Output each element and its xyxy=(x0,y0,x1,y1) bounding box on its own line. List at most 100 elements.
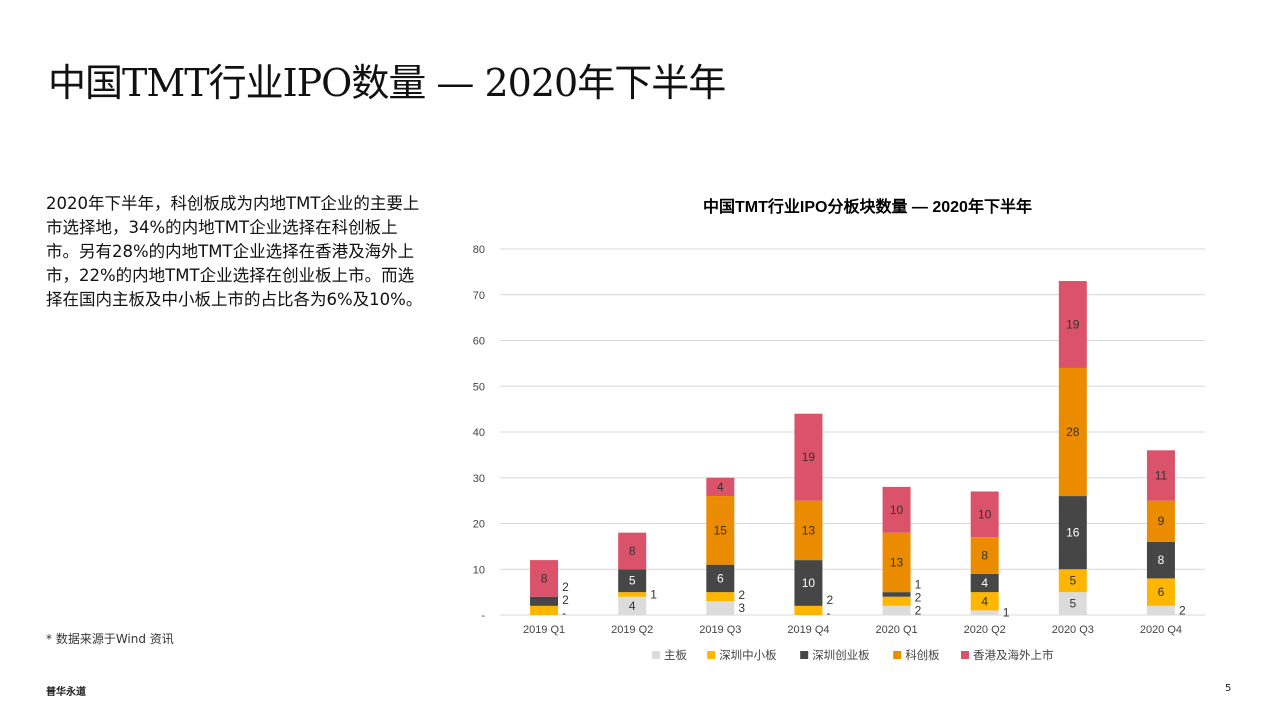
data-label: 4 xyxy=(981,576,988,590)
page-number: 5 xyxy=(1225,683,1232,694)
x-tick-label: 2019 Q1 xyxy=(523,624,565,636)
source-note: * 数据来源于Wind 资讯 xyxy=(46,632,174,646)
bar-segment xyxy=(1058,496,1087,570)
legend-label: 科创板 xyxy=(905,648,940,662)
data-label: 4 xyxy=(629,599,636,613)
bar-segment xyxy=(618,569,647,593)
data-label: 15 xyxy=(714,523,728,537)
data-label: 2 xyxy=(915,590,922,604)
bar-segment xyxy=(794,500,823,561)
data-label: 1 xyxy=(650,587,657,601)
data-label: 13 xyxy=(890,555,904,569)
data-label: - xyxy=(826,606,830,620)
x-tick-label: 2019 Q3 xyxy=(699,624,741,636)
summary-text: 2020年下半年，科创板成为内地TMT企业的主要上市选择地，34%的内地TMT企… xyxy=(46,194,423,309)
bar-segment xyxy=(618,532,647,570)
legend-swatch xyxy=(800,651,809,659)
bar-segment xyxy=(706,496,735,565)
bar-segment xyxy=(1146,541,1175,579)
data-label: 8 xyxy=(541,571,548,585)
bar-segment xyxy=(882,532,911,593)
chart-title: 中国TMT行业IPO分板块数量 — 2020年下半年 xyxy=(703,199,1032,216)
bar-segment xyxy=(1146,578,1175,606)
data-label: - xyxy=(562,606,566,620)
bar-segment xyxy=(530,560,559,597)
bar-segment xyxy=(970,573,999,593)
bar-segment xyxy=(1058,592,1087,615)
page-title: 中国TMT行业IPO数量 — 2020年下半年 xyxy=(48,61,726,105)
bar-segment xyxy=(530,605,559,615)
data-label: 8 xyxy=(981,549,988,563)
bar-segment xyxy=(530,596,559,606)
bar-segment xyxy=(970,592,999,611)
data-label: 4 xyxy=(717,480,724,494)
data-label: 1 xyxy=(915,577,922,591)
bar-segment xyxy=(618,592,647,597)
x-tick-label: 2020 Q3 xyxy=(1052,624,1094,636)
data-label: 13 xyxy=(802,523,816,537)
x-tick-label: 2019 Q4 xyxy=(787,624,829,636)
bar-segment xyxy=(970,537,999,574)
data-label: 5 xyxy=(1069,574,1076,588)
bar-segment xyxy=(1146,450,1175,501)
bar-segment xyxy=(794,413,823,501)
data-label: 19 xyxy=(802,450,816,464)
bar-segment xyxy=(1146,500,1175,542)
y-tick-label: 10 xyxy=(473,564,485,576)
data-label: 10 xyxy=(802,576,816,590)
bar-segment xyxy=(1058,281,1087,368)
bar-segment xyxy=(706,564,735,593)
data-label: 1 xyxy=(1003,606,1010,620)
data-label: 8 xyxy=(629,544,636,558)
data-label: 2 xyxy=(562,593,569,607)
data-label: 10 xyxy=(890,503,904,517)
y-tick-label: 20 xyxy=(473,519,485,531)
y-tick-label: 50 xyxy=(473,381,485,393)
bar-segment xyxy=(970,491,999,538)
data-label: 2 xyxy=(738,588,745,602)
y-tick-label: 40 xyxy=(473,427,485,439)
data-label: 5 xyxy=(629,574,636,588)
y-tick-label: 70 xyxy=(473,290,485,302)
x-tick-label: 2019 Q2 xyxy=(611,624,653,636)
bar-segment xyxy=(618,596,647,615)
data-label: 9 xyxy=(1158,514,1165,528)
data-label: 16 xyxy=(1066,526,1080,540)
data-label: 2 xyxy=(1179,603,1186,617)
data-label: 2 xyxy=(562,580,569,594)
bar-segment xyxy=(882,486,911,533)
data-label: 3 xyxy=(738,601,745,615)
y-tick-label: 60 xyxy=(473,336,485,348)
bar-segment xyxy=(706,592,735,602)
legend-label: 深圳中小板 xyxy=(719,648,777,662)
y-tick-label: 80 xyxy=(473,244,485,256)
bar-segment xyxy=(882,592,911,597)
bar-segment xyxy=(970,610,999,615)
legend-label: 主板 xyxy=(664,648,687,662)
legend-swatch xyxy=(961,651,969,659)
data-label: 6 xyxy=(1158,585,1165,599)
data-label: 8 xyxy=(1158,553,1165,567)
bar-segment xyxy=(882,596,911,606)
data-label: 2 xyxy=(915,603,922,617)
legend-swatch xyxy=(707,651,716,659)
legend-label: 深圳创业板 xyxy=(812,648,870,662)
y-tick-label: - xyxy=(481,610,485,622)
data-label: 2 xyxy=(826,593,833,607)
x-tick-label: 2020 Q2 xyxy=(964,624,1006,636)
bar-segment xyxy=(882,605,911,615)
bar-segment xyxy=(1058,367,1087,497)
legend-swatch xyxy=(652,651,660,659)
y-tick-label: 30 xyxy=(473,473,485,485)
bar-segment xyxy=(1146,605,1175,615)
legend-swatch xyxy=(893,651,902,659)
bar-segment xyxy=(706,601,735,615)
data-label: 11 xyxy=(1155,468,1168,482)
x-tick-label: 2020 Q4 xyxy=(1140,624,1182,636)
data-label: 10 xyxy=(978,507,992,521)
data-label: 5 xyxy=(1069,597,1076,611)
bar-segment xyxy=(794,605,823,615)
brand-logo-text: 普华永道 xyxy=(46,687,86,698)
bar-segment xyxy=(794,560,823,606)
